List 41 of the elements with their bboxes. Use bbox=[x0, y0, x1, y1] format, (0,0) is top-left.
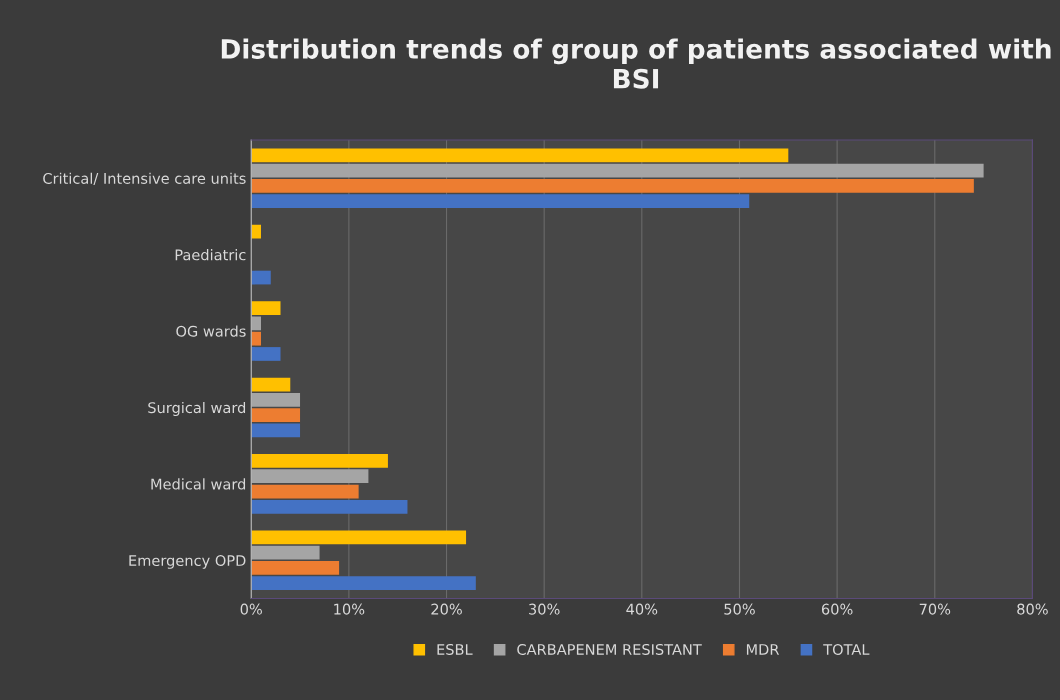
bar bbox=[251, 484, 359, 499]
x-tick-label: 0% bbox=[240, 603, 262, 615]
legend-label: TOTAL bbox=[823, 643, 870, 656]
bar bbox=[251, 331, 261, 346]
legend-label: MDR bbox=[746, 644, 780, 655]
bar bbox=[251, 347, 281, 361]
y-tick-label: Critical/ Intensive care units bbox=[43, 172, 246, 186]
legend-label: CARBAPENEM RESISTANT bbox=[517, 643, 702, 656]
x-tick-label: 50% bbox=[724, 603, 755, 615]
x-tick-label: 80% bbox=[1017, 603, 1048, 615]
bar bbox=[251, 148, 789, 163]
bar bbox=[251, 545, 320, 560]
chart-title: Distribution trends of group of patients associated with BSI bbox=[221, 38, 1051, 89]
bar bbox=[251, 576, 476, 591]
x-tick-label: 70% bbox=[919, 603, 951, 615]
bar bbox=[251, 392, 301, 407]
bar bbox=[251, 561, 340, 575]
y-tick-label: Emergency OPD bbox=[129, 555, 246, 569]
bar bbox=[251, 423, 301, 438]
legend-label: ESBL bbox=[437, 643, 473, 656]
bar bbox=[251, 530, 467, 545]
bar bbox=[251, 163, 984, 178]
y-tick-label: Surgical ward bbox=[148, 401, 246, 417]
y-tick-label: Paediatric bbox=[175, 249, 246, 261]
y-tick-label: OG wards bbox=[176, 325, 246, 337]
bar bbox=[251, 224, 261, 239]
bar bbox=[251, 469, 369, 484]
bar bbox=[251, 408, 301, 422]
x-tick-label: 20% bbox=[431, 603, 462, 615]
x-tick-label: 30% bbox=[529, 603, 560, 615]
bar bbox=[251, 194, 750, 209]
x-tick-label: 10% bbox=[334, 603, 365, 615]
bar bbox=[251, 454, 388, 468]
bar bbox=[251, 270, 271, 285]
x-tick-label: 40% bbox=[626, 603, 658, 615]
bar bbox=[251, 178, 974, 193]
y-tick-label: Medical ward bbox=[151, 478, 246, 490]
bar bbox=[251, 301, 281, 315]
bar bbox=[251, 377, 291, 392]
bar bbox=[251, 499, 408, 514]
x-tick-label: 60% bbox=[821, 603, 853, 615]
